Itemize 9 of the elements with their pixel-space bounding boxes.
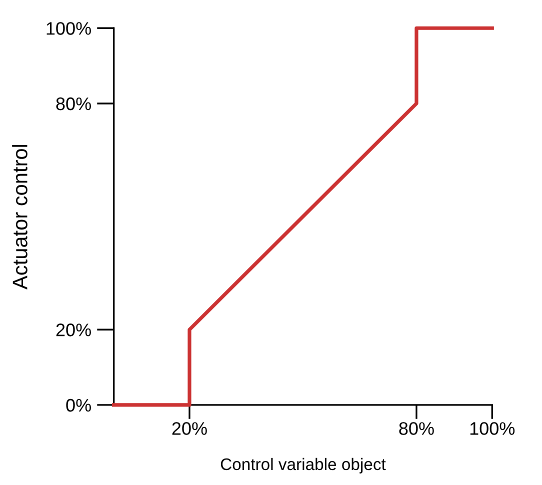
- x-tick-label: 80%: [399, 422, 434, 435]
- y-tick-label: 20%: [56, 324, 91, 336]
- y-tick-label: 0%: [66, 398, 91, 412]
- y-axis-title: Actuator control: [12, 144, 28, 290]
- y-tick-label: 100%: [46, 22, 91, 35]
- x-tick-label: 20%: [172, 422, 207, 435]
- y-tick-label: 80%: [56, 97, 91, 110]
- x-axis-title: Control variable object: [220, 458, 386, 474]
- x-tick-label: 100%: [470, 422, 515, 435]
